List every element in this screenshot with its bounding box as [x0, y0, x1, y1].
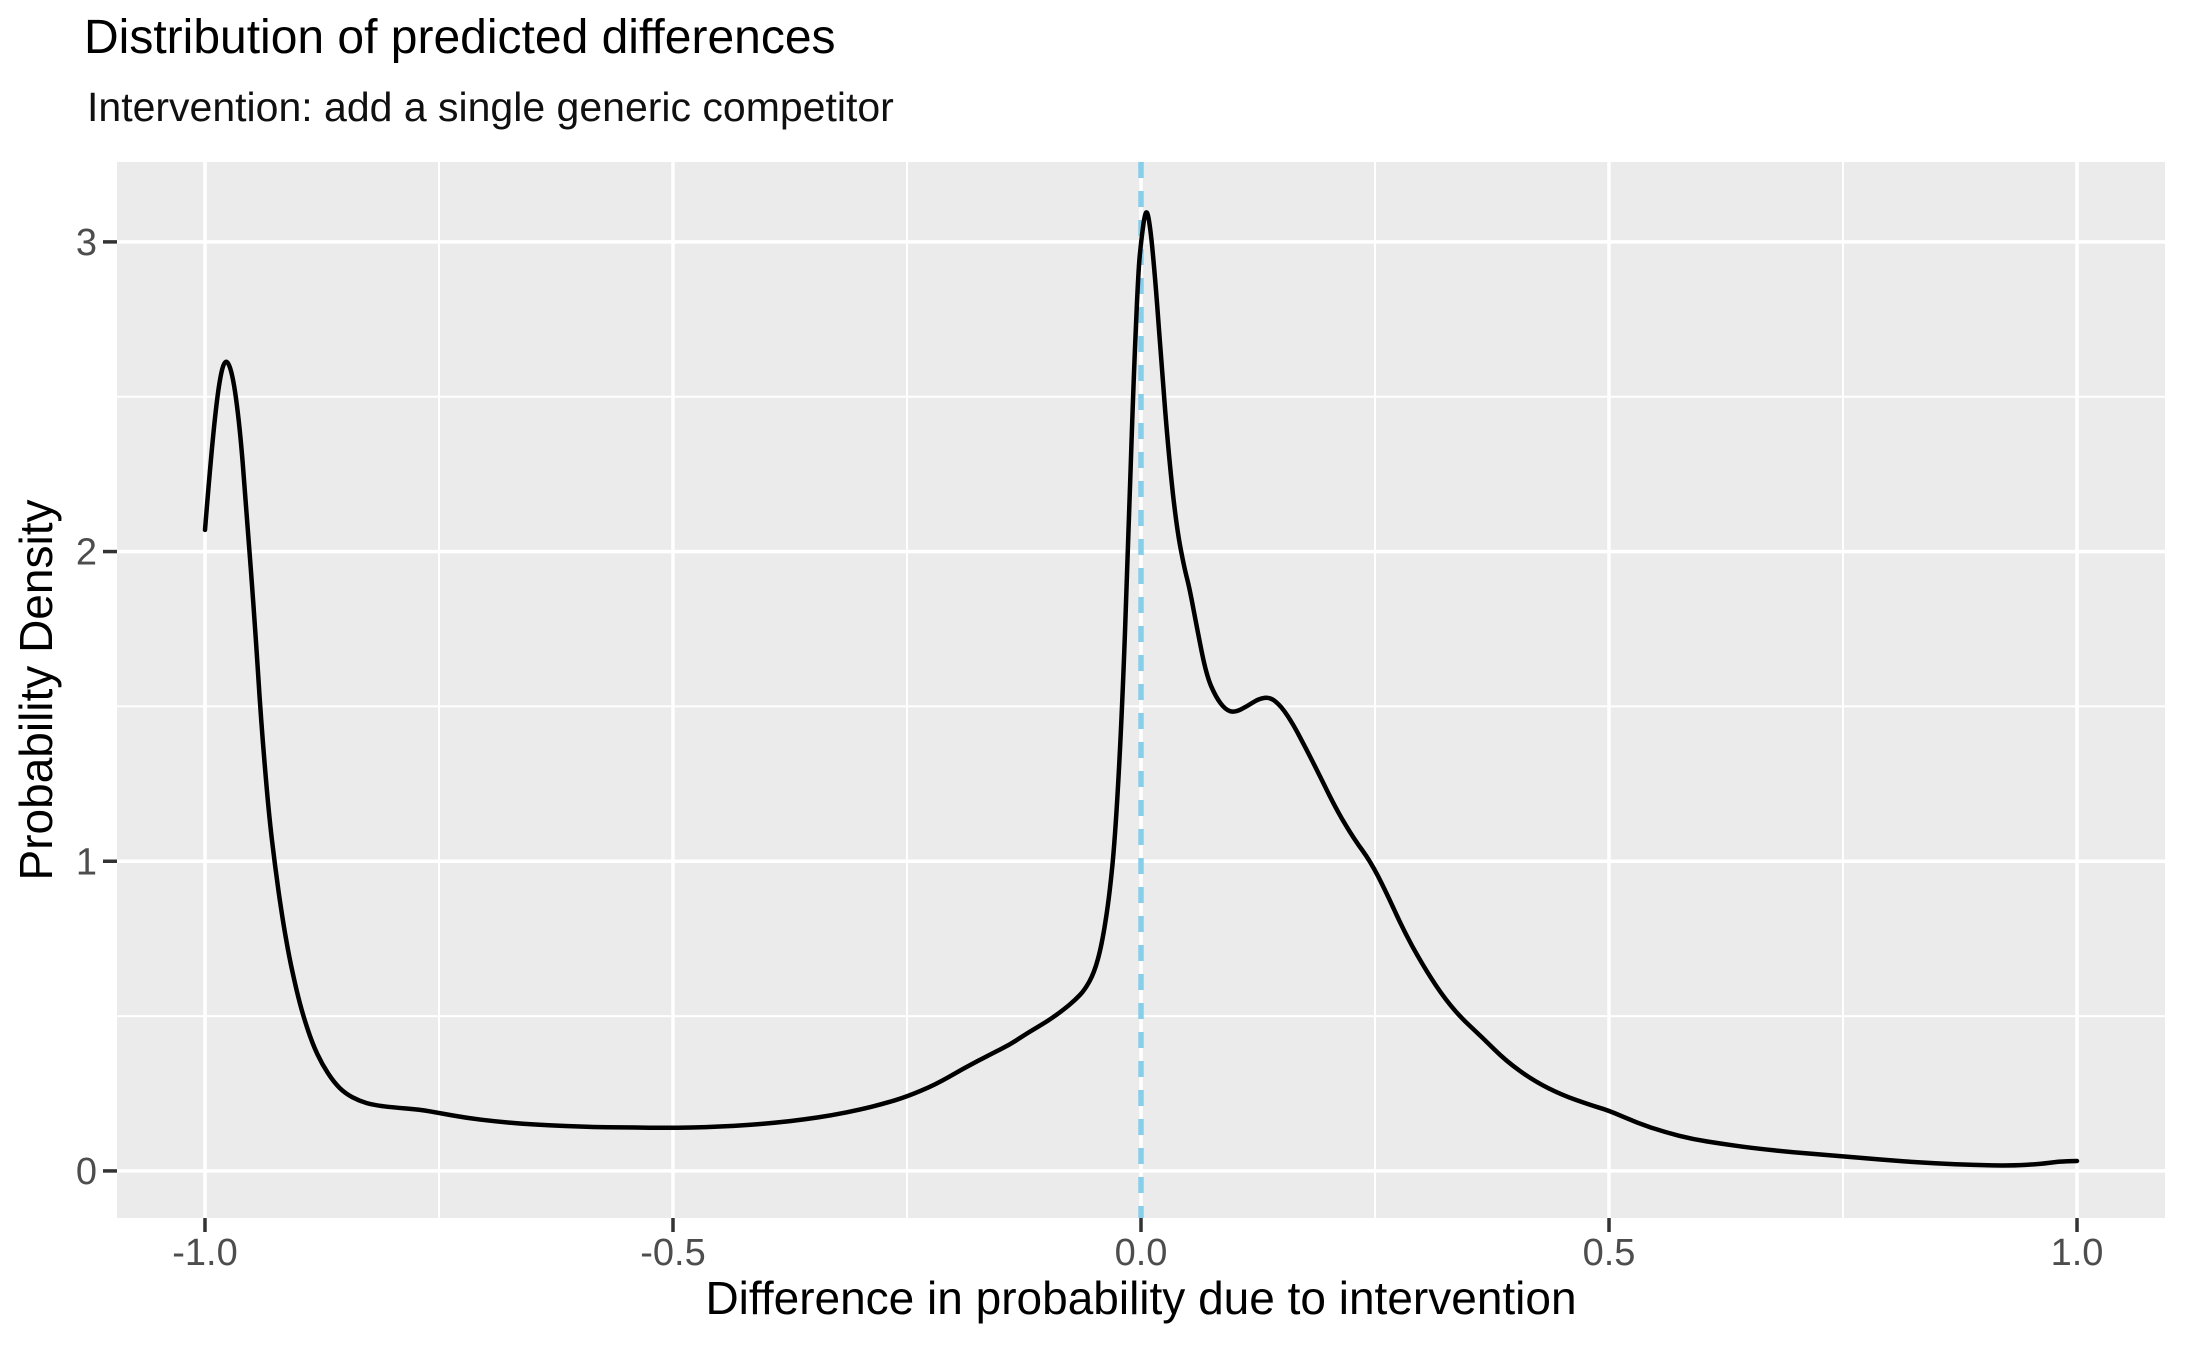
- plot-panel-layer: -1.0 -0.5 0.0 0.5 1.0 0 1 2 3: [76, 162, 2165, 1274]
- x-tick-label: 0.0: [1115, 1232, 1168, 1274]
- y-tick-label: 1: [76, 841, 97, 883]
- y-tick-label: 3: [76, 222, 97, 264]
- y-tick-label: 2: [76, 532, 97, 574]
- plot-subtitle: Intervention: add a single generic compe…: [87, 84, 894, 130]
- x-tick-label: -1.0: [172, 1232, 237, 1274]
- y-axis-title: Probability Density: [10, 500, 62, 881]
- plot-title: Distribution of predicted differences: [84, 11, 836, 64]
- x-tick-label: 1.0: [2051, 1232, 2104, 1274]
- density-curve: [202, 210, 2080, 1168]
- x-tick-label: 0.5: [1583, 1232, 1636, 1274]
- x-tick-label: -0.5: [640, 1232, 705, 1274]
- x-axis-title: Difference in probability due to interve…: [705, 1272, 1576, 1324]
- y-tick-label: 0: [76, 1151, 97, 1193]
